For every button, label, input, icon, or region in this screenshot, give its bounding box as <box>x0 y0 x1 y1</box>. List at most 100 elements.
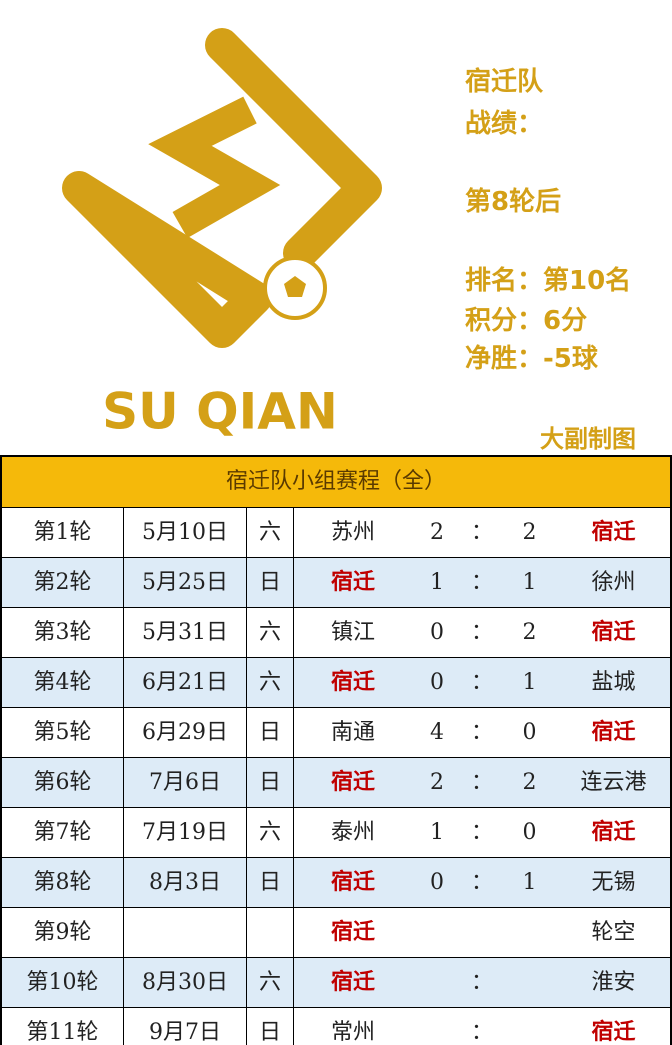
home-score: 1 <box>430 570 444 595</box>
colon: ： <box>470 870 493 895</box>
home-score: 1 <box>430 820 444 845</box>
table-row: 第11轮 9月7日日 常州 ： 宿迁 <box>2 1008 670 1045</box>
away-score <box>502 1008 557 1045</box>
away: 连云港 <box>580 770 647 795</box>
round: 第3轮 <box>2 608 124 657</box>
weekday: 日 <box>247 1008 294 1045</box>
away: 宿迁 <box>591 619 636 645</box>
date <box>124 908 247 957</box>
away-score: 1 <box>522 870 537 895</box>
rank: 排名：第10名 <box>465 266 632 296</box>
home-score <box>412 908 462 957</box>
colon: ： <box>470 970 493 995</box>
home: 苏州 <box>330 520 375 545</box>
home-score <box>412 1008 462 1045</box>
round: 第4轮 <box>2 658 124 707</box>
round: 第5轮 <box>2 708 124 757</box>
weekday: 六 <box>247 808 294 857</box>
round: 第11轮 <box>2 1008 124 1045</box>
table-row: 第10轮 8月30日六 宿迁 ： 淮安 <box>2 958 670 1008</box>
table-title: 宿迁队小组赛程（全） <box>2 457 670 508</box>
home: 宿迁 <box>330 569 375 595</box>
table-row: 第5轮 6月29日日 南通 4 ： 0 宿迁 <box>2 708 670 758</box>
home: 镇江 <box>330 620 375 645</box>
date: 7月19日 <box>124 808 247 857</box>
home-score <box>412 958 462 1007</box>
record: 战绩： <box>465 109 544 139</box>
table-row: 第3轮 5月31日六 镇江 0 ： 2 宿迁 <box>2 608 670 658</box>
date: 6月21日 <box>124 658 247 707</box>
home-score: 4 <box>430 720 444 745</box>
away: 宿迁 <box>591 719 636 745</box>
logo: SU QIAN <box>62 28 382 441</box>
table-row: 第7轮 7月19日六 泰州 1 ： 0 宿迁 <box>2 808 670 858</box>
home-score: 2 <box>430 770 444 795</box>
round: 第7轮 <box>2 808 124 857</box>
weekday: 日 <box>247 708 294 757</box>
colon: ： <box>470 770 493 795</box>
weekday: 六 <box>247 608 294 657</box>
weekday: 六 <box>247 508 294 557</box>
round: 第9轮 <box>2 908 124 957</box>
away-score: 0 <box>522 720 537 745</box>
home-score: 2 <box>430 520 444 545</box>
home: 宿迁 <box>330 669 375 695</box>
away: 宿迁 <box>591 1019 636 1045</box>
goal-diff: 净胜：-5球 <box>465 344 598 374</box>
away-score: 2 <box>522 770 537 795</box>
weekday: 六 <box>247 958 294 1007</box>
table-body: 第1轮 5月10日六苏州 2： 2 宿迁 第2轮 5月25日日宿迁 1： 1 徐州 第3轮 5月31日… <box>2 508 670 1045</box>
table-row: 第6轮 7月6日日 宿迁 2 ： 2 连云港 <box>2 758 670 808</box>
colon: ： <box>470 570 493 595</box>
logo-frame <box>62 28 382 348</box>
round: 第2轮 <box>2 558 124 607</box>
away-score: 2 <box>522 620 537 645</box>
home-score: 0 <box>430 620 444 645</box>
after: 第8轮后 <box>465 187 562 217</box>
table-row: 第9轮 宿迁 轮空 <box>2 908 670 958</box>
home: 宿迁 <box>330 919 375 945</box>
points: 积分：6分 <box>465 306 588 336</box>
away-score <box>502 958 557 1007</box>
away-score <box>502 908 557 957</box>
weekday: 日 <box>247 858 294 907</box>
date: 6月29日 <box>124 708 247 757</box>
credit: 大副制图 <box>540 425 636 453</box>
logo-text: SU QIAN <box>102 383 338 441</box>
schedule-table: 宿迁队小组赛程（全） 第1轮 5月10日六苏州 2： 2 宿迁 第2轮 5月25日日宿迁 1：… <box>0 455 672 1045</box>
table-row: 第4轮 6月21日六 宿迁 0 ： 1 盐城 <box>2 658 670 708</box>
away: 轮空 <box>591 920 636 945</box>
away-score: 2 <box>522 520 537 545</box>
table-row: 第8轮 8月3日日 宿迁 0 ： 1 无锡 <box>2 858 670 908</box>
home: 常州 <box>330 1020 375 1045</box>
colon: ： <box>470 620 493 645</box>
away-score: 1 <box>522 670 537 695</box>
date: 8月30日 <box>124 958 247 1007</box>
round: 第8轮 <box>2 858 124 907</box>
date: 5月31日 <box>124 608 247 657</box>
colon: ： <box>470 820 493 845</box>
date: 7月6日 <box>124 758 247 807</box>
home: 宿迁 <box>330 969 375 995</box>
home: 泰州 <box>330 820 375 845</box>
colon <box>462 908 502 957</box>
date: 5月10日 <box>124 508 247 557</box>
team: 宿迁队 <box>465 67 544 97</box>
weekday: 六 <box>247 658 294 707</box>
home: 宿迁 <box>330 869 375 895</box>
home: 南通 <box>330 720 375 745</box>
logo-ball-patch <box>284 276 306 297</box>
away: 盐城 <box>591 670 636 695</box>
date: 5月25日 <box>124 558 247 607</box>
home: 宿迁 <box>330 769 375 795</box>
colon: ： <box>470 720 493 745</box>
logo-s <box>148 96 281 239</box>
date: 9月7日 <box>124 1008 247 1045</box>
round: 第1轮 <box>2 508 124 557</box>
weekday: 日 <box>247 558 294 607</box>
colon: ： <box>470 670 493 695</box>
away: 宿迁 <box>591 819 636 845</box>
round: 第10轮 <box>2 958 124 1007</box>
date: 8月3日 <box>124 858 247 907</box>
